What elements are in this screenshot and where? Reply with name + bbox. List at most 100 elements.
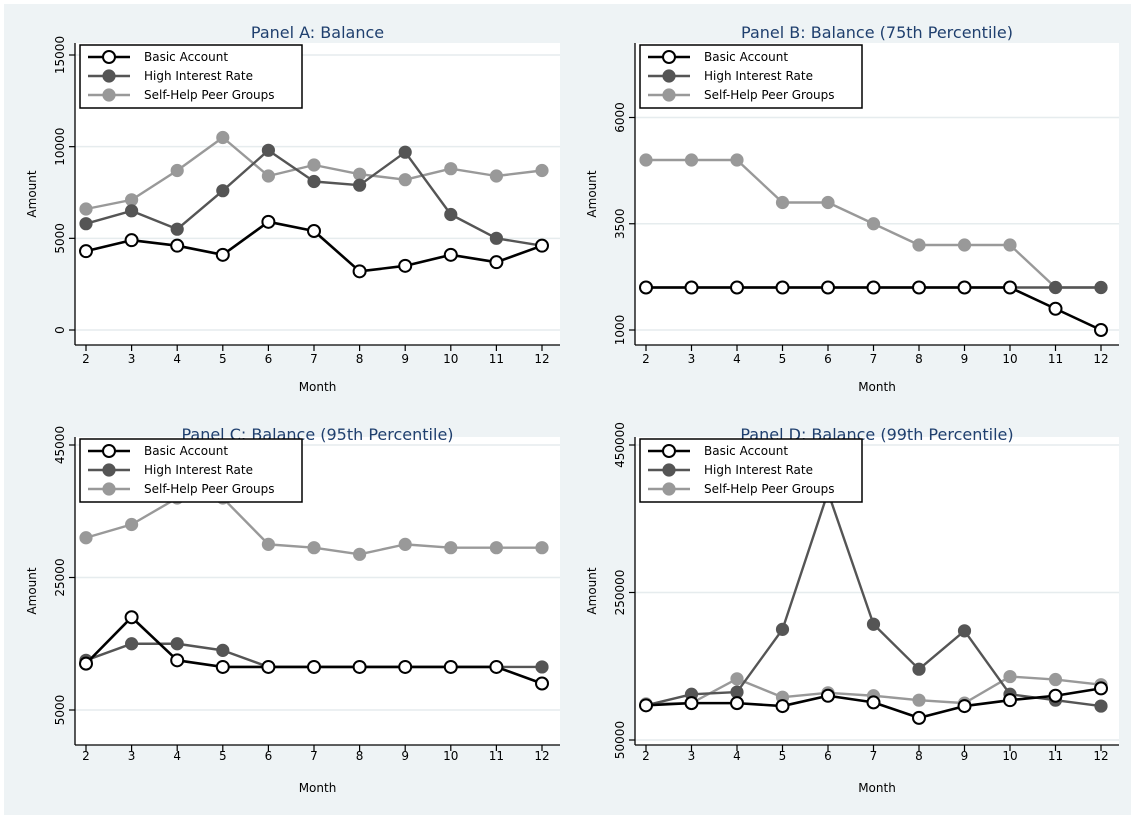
panel-d-x-tick-label: 3 [688, 749, 696, 763]
panel-c-point-basic-account-10 [443, 659, 458, 674]
panel-a-point-self-help-peer-groups-8 [353, 167, 367, 181]
panel-c-x-tick-label: 8 [356, 749, 364, 763]
panel-c-x-tick-label: 10 [443, 749, 458, 763]
panel-c-y-tick-label: 5000 [53, 695, 67, 726]
panel-c-y-tick-label: 45000 [53, 426, 67, 464]
panel-c-point-self-help-peer-groups-7 [307, 541, 321, 555]
panel-b-x-tick-label: 8 [915, 352, 923, 366]
panel-d-point-high-interest-rate-8 [912, 662, 926, 676]
panel-b-point-self-help-peer-groups-2 [639, 153, 653, 167]
panel-d-x-tick-label: 4 [733, 749, 741, 763]
panel-b-point-basic-account-4 [730, 280, 744, 295]
panel-d-x-tick-label: 10 [1002, 749, 1017, 763]
panel-d-x-tick-label: 5 [779, 749, 787, 763]
panel-a-point-basic-account-9 [398, 258, 413, 273]
panel-c-point-self-help-peer-groups-12 [535, 541, 549, 555]
panel-b-point-self-help-peer-groups-7 [866, 217, 881, 231]
panel-a-x-tick-label: 10 [443, 352, 458, 366]
panel-a-point-high-interest-rate-9 [398, 145, 412, 159]
panel-a-point-basic-account-11 [489, 255, 504, 270]
panel-a-legend: Basic Account High Interest Rate Self-Help… [79, 44, 303, 109]
panel-b-legend-label-self-help-peer-groups: Self-Help Peer Groups [704, 88, 835, 102]
panel-a-point-self-help-peer-groups-2 [79, 202, 93, 216]
panel-b-legend-marker-basic-account [662, 50, 676, 64]
panel-a-point-high-interest-rate-3 [125, 204, 139, 218]
panel-d-point-basic-account-11 [1048, 688, 1063, 703]
panel-c-point-basic-account-6 [261, 659, 276, 674]
panel-a-point-high-interest-rate-6 [261, 143, 275, 157]
panel-b-point-basic-account-5 [775, 280, 790, 295]
panel-c-point-high-interest-rate-5 [216, 643, 230, 657]
panel-a-x-axis-label: Month [299, 380, 337, 394]
panel-a-point-self-help-peer-groups-11 [489, 169, 503, 183]
panel-c-x-tick-label: 4 [173, 749, 181, 763]
panel-d-point-high-interest-rate-5 [775, 622, 790, 636]
panel-a-point-high-interest-rate-8 [353, 178, 367, 192]
panel-c-y-axis-label: Amount [25, 567, 39, 614]
panel-a-point-basic-account-3 [124, 233, 139, 248]
panel-b-point-basic-account-11 [1048, 301, 1063, 316]
panel-d-point-self-help-peer-groups-10 [1003, 669, 1017, 684]
panel-d-point-basic-account-12 [1094, 681, 1108, 696]
panel-c-x-tick-label: 3 [128, 749, 136, 763]
panel-b-x-tick-label: 5 [779, 352, 787, 366]
panel-a-point-high-interest-rate-7 [307, 174, 321, 189]
panel-d-point-basic-account-8 [912, 710, 926, 725]
panel-b-x-axis-label: Month [858, 380, 896, 394]
panel-b-legend-marker-self-help-peer-groups [662, 88, 676, 102]
panel-a-y-tick-label: 0 [53, 326, 67, 334]
panel-a-x-tick-label: 11 [489, 352, 504, 366]
panel-c-point-self-help-peer-groups-9 [398, 537, 412, 551]
panel-a-point-self-help-peer-groups-12 [535, 163, 549, 178]
panel-b-x-tick-label: 9 [961, 352, 969, 366]
panel-b-point-high-interest-rate-11 [1048, 280, 1063, 295]
panel-b-legend: Basic Account High Interest Rate Self-Help… [639, 44, 863, 109]
panel-a-point-self-help-peer-groups-10 [444, 162, 458, 176]
panel-c-point-basic-account-4 [170, 653, 185, 668]
panel-b-legend-label-basic-account: Basic Account [704, 50, 788, 64]
panel-a-point-self-help-peer-groups-7 [307, 158, 321, 172]
panel-d-legend: Basic Account High Interest Rate Self-Help… [639, 438, 863, 503]
panel-a-point-basic-account-10 [443, 247, 458, 262]
panel-d-point-self-help-peer-groups-8 [912, 693, 926, 707]
panel-c-legend-label-basic-account: Basic Account [144, 444, 228, 458]
panel-d-x-tick-label: 6 [824, 749, 832, 763]
panel-c-point-basic-account-12 [535, 676, 549, 691]
panel-b-x-tick-label: 12 [1093, 352, 1108, 366]
panel-d-x-tick-label: 2 [642, 749, 650, 763]
panel-d-legend-marker-self-help-peer-groups [662, 482, 676, 496]
panel-a-point-self-help-peer-groups-5 [216, 130, 230, 145]
panel-c-point-self-help-peer-groups-3 [125, 517, 139, 532]
panel-b-x-tick-label: 10 [1002, 352, 1017, 366]
panel-c-legend-marker-basic-account [102, 444, 116, 458]
panel-b-y-axis-label: Amount [585, 170, 599, 217]
panel-c-point-basic-account-7 [307, 659, 321, 674]
panel-a-x-tick-label: 2 [82, 352, 90, 366]
panel-d-x-tick-label: 7 [870, 749, 878, 763]
panel-d-point-basic-account-5 [775, 699, 790, 714]
panel-b-legend-label-high-interest-rate: High Interest Rate [704, 69, 813, 83]
panel-d-legend-marker-basic-account [662, 444, 676, 458]
panel-d-point-self-help-peer-groups-11 [1048, 672, 1063, 687]
panel-c-point-self-help-peer-groups-6 [261, 537, 275, 551]
panel-d-point-basic-account-7 [866, 695, 881, 710]
panel-d-point-basic-account-6 [821, 688, 835, 703]
panel-c-x-tick-label: 6 [265, 749, 273, 763]
panel-b-point-self-help-peer-groups-6 [821, 195, 835, 210]
panel-c-point-basic-account-8 [352, 659, 367, 674]
panel-d-y-tick-label: 50000 [613, 721, 627, 759]
panel-a-y-tick-label: 5000 [53, 223, 67, 254]
panel-b-point-basic-account-12 [1094, 323, 1108, 337]
panel-c-point-self-help-peer-groups-10 [444, 541, 458, 555]
panel-c-point-high-interest-rate-12 [535, 660, 549, 674]
panel-a-point-basic-account-4 [170, 238, 185, 253]
panel-a-legend-label-basic-account: Basic Account [144, 50, 228, 64]
panel-b-y-tick-label: 3500 [613, 208, 627, 239]
panel-d-legend-label-basic-account: Basic Account [704, 444, 788, 458]
panel-b-x-tick-label: 4 [733, 352, 741, 366]
panel-c-legend: Basic Account High Interest Rate Self-Help… [79, 438, 303, 503]
panel-c-point-basic-account-9 [398, 659, 413, 674]
panel-a-x-tick-label: 3 [128, 352, 136, 366]
panel-a-legend-marker-high-interest-rate [102, 69, 116, 83]
